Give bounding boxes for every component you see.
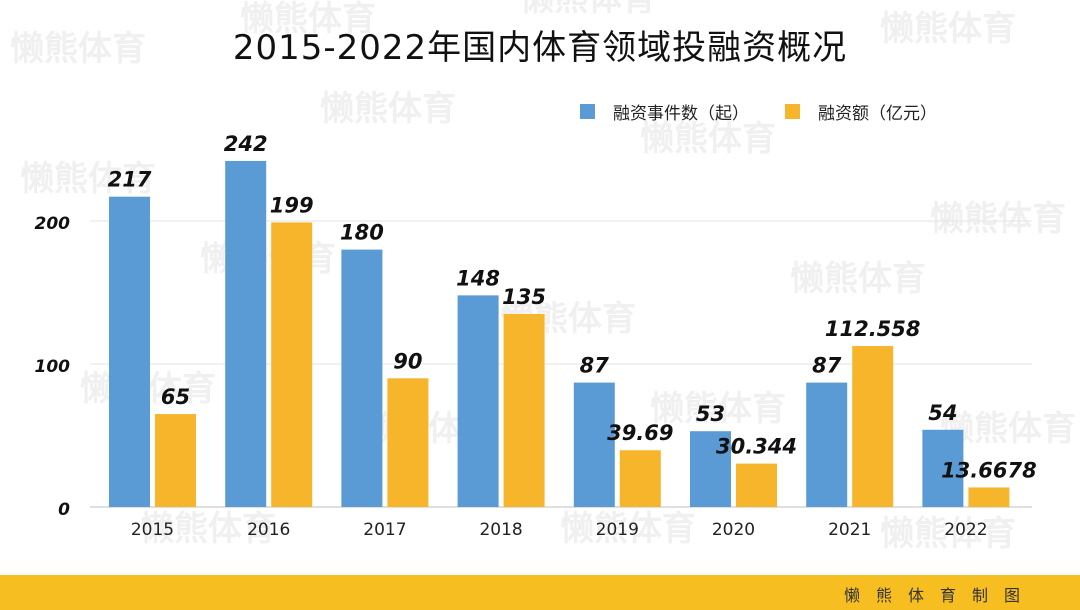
data-label-events: 180 xyxy=(340,221,384,245)
bar-amount xyxy=(387,378,429,507)
x-tick-label: 2022 xyxy=(944,520,987,540)
footer-bar: 懒熊体育制图 xyxy=(0,575,1080,610)
watermark-text: 懒熊体育 xyxy=(640,119,776,159)
bar-amount xyxy=(736,463,777,507)
bar-events xyxy=(690,431,731,507)
watermark-text: 懒熊体育 xyxy=(930,199,1066,239)
legend-swatch-events xyxy=(580,103,595,119)
x-tick-label: 2021 xyxy=(828,520,871,540)
data-label-events: 87 xyxy=(580,354,610,378)
data-label-events: 53 xyxy=(696,402,725,426)
watermark-text: 懒熊体育 xyxy=(790,259,926,299)
bar-events xyxy=(806,382,848,507)
data-label-events: 217 xyxy=(108,168,152,192)
watermark-text: 懒熊体育 xyxy=(140,509,276,549)
bar-amount xyxy=(155,414,196,507)
chart-legend: 融资事件数（起） 融资额（亿元） xyxy=(580,99,973,124)
bar-amount xyxy=(852,346,894,507)
data-label-amount: 135 xyxy=(502,285,546,309)
data-label-events: 87 xyxy=(812,354,842,378)
legend-swatch-amount xyxy=(785,103,800,119)
legend-label-amount: 融资额（亿元） xyxy=(818,103,937,124)
bar-events xyxy=(109,196,150,507)
y-tick-label: 0 xyxy=(58,500,70,520)
watermark-text: 懒熊体育 xyxy=(560,509,696,549)
legend-label-events: 融资事件数（起） xyxy=(613,103,749,124)
data-label-amount: 30.344 xyxy=(716,435,797,459)
data-label-events: 54 xyxy=(928,401,957,425)
bar-events xyxy=(457,295,499,507)
x-tick-label: 2018 xyxy=(479,520,522,540)
chart-title: 2015-2022年国内体育领域投融资概况 xyxy=(232,28,848,68)
footer-credit: 懒熊体育制图 xyxy=(843,586,1036,605)
data-label-events: 242 xyxy=(224,132,268,156)
watermark-text: 懒熊体育 xyxy=(650,389,786,429)
bar-amount xyxy=(968,487,1010,507)
x-tick-label: 2019 xyxy=(596,520,639,540)
x-tick-label: 2016 xyxy=(247,520,290,540)
watermark-text: 懒熊体育 xyxy=(200,239,336,279)
watermark-text: 懒熊体育 xyxy=(240,0,376,39)
data-label-amount: 199 xyxy=(270,193,314,217)
data-label-amount: 65 xyxy=(161,385,190,409)
x-tick-label: 2020 xyxy=(712,520,755,540)
watermark-text: 懒熊体育 xyxy=(10,29,146,69)
data-label-amount: 39.69 xyxy=(607,421,673,445)
bar-amount xyxy=(271,222,313,507)
bar-events xyxy=(922,429,964,507)
y-tick-label: 200 xyxy=(35,214,71,234)
x-tick-label: 2015 xyxy=(131,520,174,540)
legend-item-events: 融资事件数（起） xyxy=(580,99,749,124)
bar-events xyxy=(225,160,267,507)
y-tick-label: 100 xyxy=(35,357,71,377)
data-label-amount: 13.6678 xyxy=(941,458,1037,482)
data-label-amount: 90 xyxy=(393,349,422,373)
x-tick-label: 2017 xyxy=(363,520,406,540)
watermark-text: 懒熊体育 xyxy=(20,159,156,199)
watermark-text: 懒熊体育 xyxy=(520,0,656,19)
watermark-text: 懒熊体育 xyxy=(880,9,1016,49)
bar-amount xyxy=(503,313,545,507)
data-label-events: 148 xyxy=(456,266,500,290)
legend-item-amount: 融资额（亿元） xyxy=(785,99,937,124)
bar-amount xyxy=(619,450,661,507)
bar-events xyxy=(573,382,615,507)
watermark-text: 懒熊体育 xyxy=(880,514,1016,554)
watermark-text: 懒熊体育 xyxy=(320,89,456,129)
data-label-amount: 112.558 xyxy=(825,317,921,341)
bar-events xyxy=(341,249,383,507)
